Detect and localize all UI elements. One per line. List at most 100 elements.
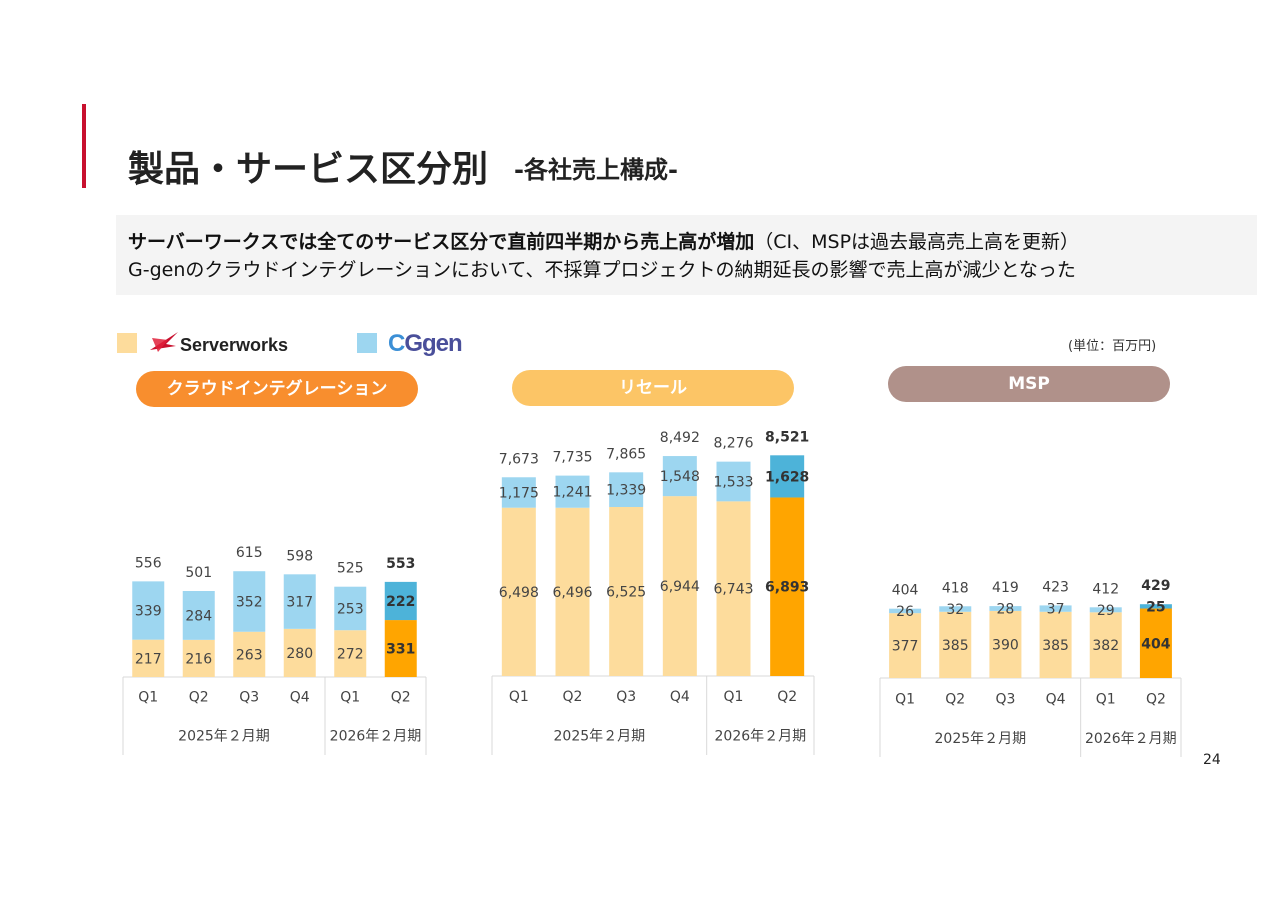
chart-1-label-total: 7,865 [606,446,646,462]
chart-1-label-ggen: 1,628 [765,469,809,485]
chart-1-bar-serverworks [501,507,536,676]
chart-1-label-serverworks: 6,498 [499,585,539,601]
chart-0-label-serverworks: 263 [236,647,263,663]
chart-2-label-total: 423 [1042,579,1069,595]
chart-0-bar-ggen [334,586,367,631]
chart-0-tick-label: Q2 [391,690,411,706]
chart-2-bar-ggen [1039,605,1072,612]
chart-2-label-serverworks: 385 [1042,638,1069,654]
chart-0-tick-label: Q1 [138,690,158,706]
chart-1-tick-label: Q2 [563,689,583,705]
chart-0-group-label: 2025年２月期 [178,729,270,745]
chart-0-bar-ggen [182,591,215,640]
chart-1-label-total: 8,521 [765,429,809,445]
chart-1-label-total: 8,276 [713,436,753,452]
page-number: 24 [1203,752,1221,768]
pill-msp: MSP [888,366,1170,402]
chart-0-bar-ggen [132,581,165,640]
chart-0-bar-ggen [233,571,266,632]
chart-2-bar-serverworks [939,611,972,678]
chart-0-tick-label: Q4 [290,690,310,706]
chart-2-label-serverworks: 385 [942,638,969,654]
chart-1-label-ggen: 1,175 [499,485,539,501]
title-accent-bar [82,104,86,188]
chart-2-tick-label: Q2 [945,692,965,708]
chart-1-label-total: 8,492 [660,430,700,446]
summary-line-2: G-genのクラウドインテグレーションにおいて、不採算プロジェクトの納期延長の影… [128,259,1076,281]
summary-line-1-rest: （CI、MSPは過去最高売上高を更新） [754,231,1080,253]
chart-2-tick-label: Q1 [1096,692,1116,708]
chart-1-label-total: 7,673 [499,451,539,467]
chart-0-group-label: 2026年２月期 [330,729,422,745]
chart-2-bar-serverworks [989,610,1022,678]
chart-2-bar-serverworks [1089,612,1122,678]
chart-0-tick-label: Q3 [239,690,259,706]
chart-2-bar-ggen [989,606,1022,611]
chart-2-bar-serverworks [889,613,922,678]
chart-1-bar-ggen [609,472,644,508]
pill-resale: リセール [512,370,794,406]
page-subtitle: -各社売上構成- [514,156,678,184]
chart-1-bar-ggen [716,461,751,502]
chart-0-label-total: 501 [185,565,212,581]
chart-0-label-ggen: 339 [135,604,162,620]
chart-0-label-serverworks: 272 [337,647,364,663]
legend-swatch-serverworks [117,333,137,353]
chart-2-tick-label: Q2 [1146,692,1166,708]
unit-label: (単位：百万円) [1068,339,1157,354]
chart-0-bar-serverworks [384,620,417,677]
chart-2-label-total: 418 [942,580,969,596]
chart-2-label-total: 419 [992,580,1019,596]
chart-1-bar-serverworks [716,501,751,676]
chart-0-label-ggen: 284 [185,608,212,624]
chart-0-label-serverworks: 217 [135,651,162,667]
chart-0-bar-serverworks [233,631,266,677]
chart-0-label-serverworks: 216 [185,651,212,667]
chart-1-bar-serverworks [662,496,697,676]
chart-1-label-serverworks: 6,743 [713,582,753,598]
chart-1-tick-label: Q1 [724,689,744,705]
chart-1-label-ggen: 1,339 [606,483,646,499]
chart-2-tick-label: Q1 [895,692,915,708]
summary-line-1-bold: サーバーワークスでは全てのサービス区分で直前四半期から売上高が増加 [128,231,755,253]
chart-2-label-serverworks: 404 [1141,636,1170,652]
chart-2-group-label: 2026年２月期 [1085,731,1177,747]
chart-0-label-ggen: 317 [286,595,313,611]
chart-1-bar-ggen [662,456,697,497]
chart-2-label-total: 412 [1092,581,1119,597]
chart-1-label-ggen: 1,533 [713,475,753,491]
chart-1-tick-label: Q3 [616,689,636,705]
chart-2-label-ggen: 32 [946,602,964,618]
chart-1-label-ggen: 1,548 [660,469,700,485]
chart-0-bar-serverworks [182,639,215,677]
chart-0-label-total: 525 [337,561,364,577]
legend-swatch-ggen [357,333,377,353]
chart-2-bar-ggen [1139,604,1172,609]
page-title: 製品・サービス区分別 [128,149,489,190]
chart-0-label-ggen: 253 [337,601,364,617]
chart-0-label-ggen: 222 [386,594,415,610]
chart-1-group-label: 2025年２月期 [554,729,646,745]
chart-0-label-total: 556 [135,555,162,571]
legend-label-ggen: CGgen [388,330,463,357]
chart-2-tick-label: Q3 [995,692,1015,708]
chart-1-label-serverworks: 6,525 [606,585,646,601]
chart-1-label-serverworks: 6,893 [765,580,809,596]
chart-2-label-serverworks: 377 [892,639,919,655]
pill-cloud-integration: クラウドインテグレーション [136,371,418,407]
chart-1 [491,455,815,755]
chart-2 [879,604,1182,757]
chart-2-bar-serverworks [1139,608,1172,678]
chart-0-label-ggen: 352 [236,594,263,610]
chart-0-tick-label: Q2 [189,690,209,706]
chart-1-tick-label: Q4 [670,689,690,705]
chart-1-label-total: 7,735 [552,450,592,466]
chart-0 [122,571,427,755]
summary-line-1: サーバーワークスでは全てのサービス区分で直前四半期から売上高が増加（CI、MSP… [128,227,1079,254]
chart-1-bar-serverworks [770,497,805,676]
chart-0-label-total: 615 [236,545,263,561]
chart-1-tick-label: Q2 [777,689,797,705]
chart-1-bar-serverworks [555,507,590,676]
chart-0-label-serverworks: 280 [286,646,313,662]
chart-2-label-ggen: 25 [1146,599,1165,615]
